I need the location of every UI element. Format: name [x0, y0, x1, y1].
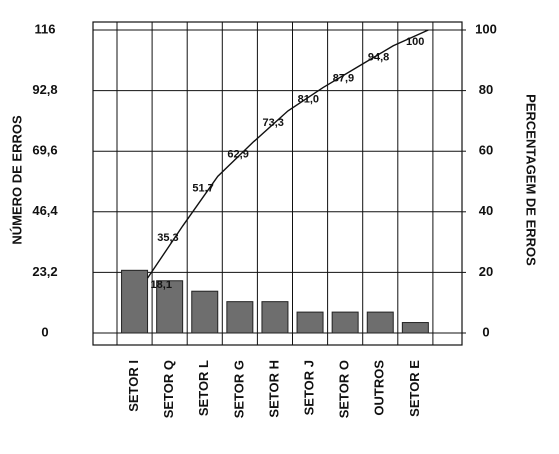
bar — [331, 311, 359, 334]
data-label: 81,0 — [298, 93, 319, 105]
y-tick-label: 92,8 — [32, 82, 57, 97]
x-tick-label: SETOR G — [231, 360, 246, 418]
y2-tick-label: 0 — [482, 324, 489, 339]
cumulative-line — [146, 29, 429, 279]
data-label: 62,9 — [227, 148, 248, 160]
y2-tick-label: 100 — [475, 21, 497, 36]
bar — [226, 301, 254, 334]
data-label: 18,1 — [151, 279, 172, 291]
bar — [401, 322, 429, 334]
x-tick-label: SETOR I — [126, 360, 141, 412]
bar — [296, 311, 324, 334]
y2-tick-label: 40 — [479, 203, 493, 218]
bar — [261, 301, 289, 334]
y-tick-label: 69,6 — [32, 143, 57, 158]
y-tick-label: 0 — [41, 324, 48, 339]
x-tick-label: SETOR O — [337, 360, 352, 418]
data-label: 51,7 — [192, 182, 213, 194]
y-tick-label: 46,4 — [32, 203, 58, 218]
bar — [366, 311, 394, 334]
y2-tick-label: 80 — [479, 82, 493, 97]
bar — [156, 280, 184, 334]
data-label: 35,3 — [157, 232, 178, 244]
x-tick-label: SETOR J — [301, 360, 316, 415]
x-tick-label: OUTROS — [372, 360, 387, 416]
data-label: 100 — [406, 36, 424, 48]
y2-tick-label: 20 — [479, 264, 493, 279]
bar — [191, 290, 219, 334]
y-tick-label: 116 — [35, 21, 56, 36]
data-label: 73,3 — [263, 117, 284, 129]
data-label: 87,9 — [333, 73, 354, 85]
y2-axis-title: PERCENTAGEM DE ERROS — [524, 94, 539, 266]
y-tick-label: 23,2 — [32, 264, 57, 279]
x-tick-label: SETOR L — [196, 360, 211, 416]
y2-tick-label: 60 — [479, 143, 493, 158]
x-tick-label: SETOR E — [407, 360, 422, 417]
y-axis-title: NÚMERO DE ERROS — [9, 115, 24, 245]
x-tick-label: SETOR H — [266, 360, 281, 418]
plot-frame — [92, 21, 463, 346]
x-tick-label: SETOR Q — [161, 360, 176, 418]
data-label: 94,8 — [368, 52, 389, 64]
bar — [121, 269, 149, 334]
